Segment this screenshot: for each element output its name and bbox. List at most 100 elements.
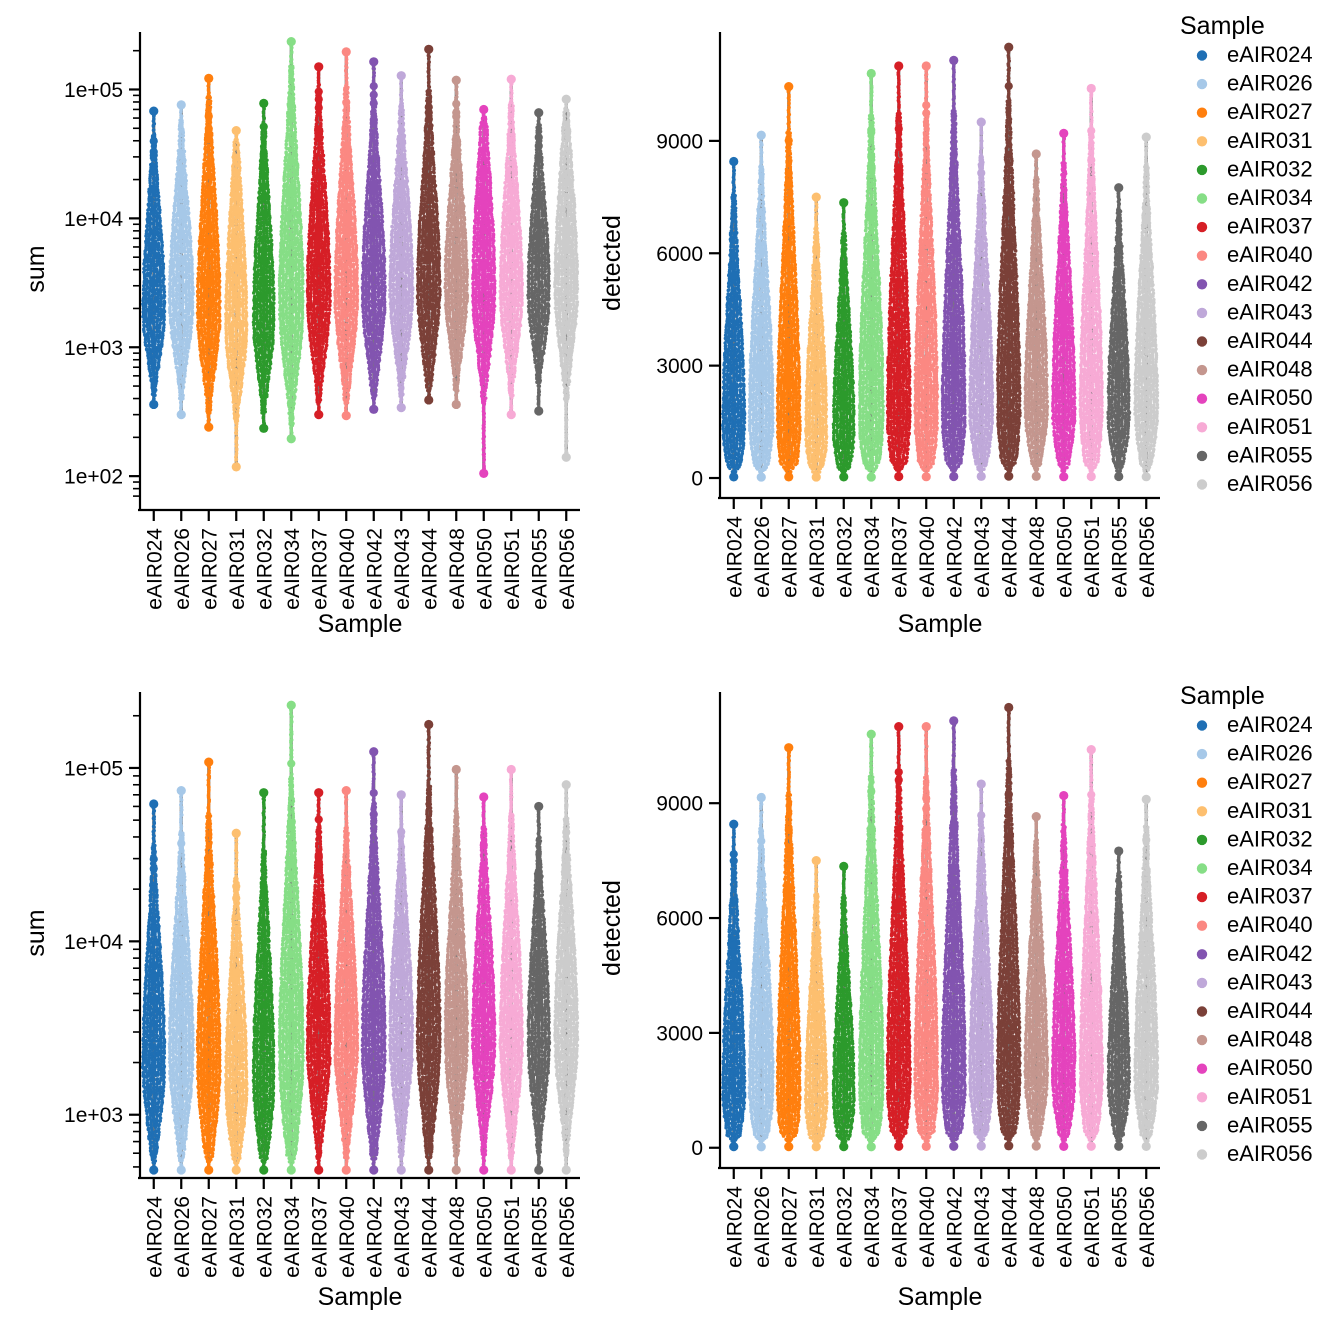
legend-item-eAIR050[interactable]: eAIR050	[1196, 385, 1313, 410]
outlier-points-eAIR056[interactable]	[561, 780, 571, 1175]
legend-item-eAIR032[interactable]: eAIR032	[1196, 826, 1313, 851]
violin-points-eAIR031[interactable]	[224, 129, 249, 468]
legend-item-eAIR024[interactable]: eAIR024	[1196, 712, 1313, 737]
legend-item-eAIR056[interactable]: eAIR056	[1196, 471, 1313, 496]
outlier-points-eAIR024[interactable]	[729, 819, 739, 1152]
outlier-points-eAIR050[interactable]	[1059, 790, 1069, 1152]
outlier-points-eAIR032[interactable]	[259, 788, 269, 1175]
violin-points-eAIR048[interactable]	[443, 767, 470, 1173]
violin-points-eAIR031[interactable]	[804, 194, 829, 480]
outlier-points-eAIR037[interactable]	[894, 722, 904, 1151]
outlier-points-eAIR042[interactable]	[369, 747, 379, 1175]
legend-item-eAIR055[interactable]: eAIR055	[1196, 442, 1313, 467]
violin-points-eAIR051[interactable]	[1078, 748, 1105, 1148]
violin-points-eAIR037[interactable]	[305, 64, 332, 416]
outlier-points-eAIR027[interactable]	[784, 81, 794, 482]
outlier-points-eAIR043[interactable]	[396, 71, 406, 413]
outlier-points-eAIR027[interactable]	[204, 73, 214, 432]
outlier-points-eAIR026[interactable]	[756, 130, 766, 482]
violin-points-eAIR050[interactable]	[470, 107, 497, 475]
outlier-points-eAIR031[interactable]	[811, 192, 821, 482]
legend-item-eAIR050[interactable]: eAIR050	[1196, 1055, 1313, 1080]
violin-points-eAIR034[interactable]	[277, 40, 305, 442]
outlier-points-eAIR056[interactable]	[561, 94, 571, 462]
outlier-points-eAIR044[interactable]	[424, 44, 434, 405]
outlier-points-eAIR056[interactable]	[1141, 132, 1151, 482]
outlier-points-eAIR034[interactable]	[286, 37, 296, 444]
legend-item-eAIR031[interactable]: eAIR031	[1196, 128, 1313, 153]
outlier-points-eAIR055[interactable]	[534, 108, 544, 416]
plot-detected-bottom[interactable]: 0 3000 6000 9000 eAIR024 eAIR026 eAIR027 eAIR03…	[580, 660, 1180, 1344]
legend-item-eAIR048[interactable]: eAIR048	[1196, 357, 1313, 382]
legend-item-eAIR024[interactable]: eAIR024	[1196, 42, 1313, 67]
violin-points-eAIR026[interactable]	[167, 788, 195, 1173]
outlier-points-eAIR032[interactable]	[839, 198, 849, 482]
outlier-points-eAIR043[interactable]	[976, 779, 986, 1151]
violin-points-eAIR031[interactable]	[803, 859, 829, 1150]
legend-item-eAIR027[interactable]: eAIR027	[1196, 99, 1313, 124]
legend-item-eAIR042[interactable]: eAIR042	[1196, 941, 1313, 966]
legend-item-eAIR032[interactable]: eAIR032	[1196, 156, 1313, 181]
violin-points-eAIR034[interactable]	[857, 733, 885, 1149]
violin-points-eAIR056[interactable]	[1133, 134, 1160, 480]
outlier-points-eAIR026[interactable]	[176, 100, 186, 420]
violin-points-eAIR056[interactable]	[553, 98, 580, 459]
legend-item-eAIR026[interactable]: eAIR026	[1196, 741, 1313, 766]
violin-points-eAIR051[interactable]	[1078, 86, 1104, 478]
outlier-points-eAIR034[interactable]	[286, 700, 296, 1175]
outlier-points-eAIR050[interactable]	[1059, 128, 1069, 482]
outlier-points-eAIR024[interactable]	[149, 106, 159, 410]
outlier-points-eAIR051[interactable]	[506, 74, 516, 420]
violin-points-eAIR042[interactable]	[940, 719, 967, 1148]
legend-item-eAIR034[interactable]: eAIR034	[1196, 185, 1313, 210]
legend-item-eAIR043[interactable]: eAIR043	[1196, 969, 1313, 994]
legend-item-eAIR040[interactable]: eAIR040	[1196, 912, 1313, 937]
legend-bottom-host[interactable]: Sample eAIR024 eAIR026 eAIR027 eAIR031 eAIR03…	[1172, 670, 1344, 1174]
violin-points-eAIR051[interactable]	[498, 77, 524, 417]
plot-sum-bottom[interactable]: 1e+03 1e+04 1e+05 eAIR024 eAIR026 eAIR027 eAIR…	[0, 660, 672, 1344]
legend-item-eAIR034[interactable]: eAIR034	[1196, 855, 1313, 880]
legend-item-eAIR037[interactable]: eAIR037	[1196, 214, 1313, 239]
violin-points-eAIR027[interactable]	[775, 746, 802, 1148]
legend-item-eAIR051[interactable]: eAIR051	[1196, 414, 1313, 439]
violin-points-eAIR048[interactable]	[1023, 815, 1050, 1149]
violin-points-eAIR044[interactable]	[415, 47, 442, 402]
outlier-points-eAIR032[interactable]	[259, 98, 269, 433]
violin-points-eAIR043[interactable]	[388, 793, 415, 1172]
violin-points-eAIR056[interactable]	[553, 782, 580, 1172]
legend-top-host[interactable]: Sample eAIR024 eAIR026 eAIR027 eAIR031 eAIR03…	[1172, 0, 1344, 504]
outlier-points-eAIR024[interactable]	[149, 799, 159, 1175]
outlier-points-eAIR042[interactable]	[369, 57, 379, 414]
violin-points-eAIR051[interactable]	[498, 768, 524, 1172]
outlier-points-eAIR037[interactable]	[314, 62, 324, 420]
outlier-points-eAIR055[interactable]	[534, 801, 544, 1175]
legend-item-eAIR044[interactable]: eAIR044	[1196, 998, 1313, 1023]
violin-points-eAIR050[interactable]	[1050, 132, 1077, 479]
outlier-points-eAIR055[interactable]	[1114, 183, 1124, 482]
violin-points-eAIR043[interactable]	[388, 73, 415, 409]
violin-points-eAIR048[interactable]	[443, 78, 470, 406]
outlier-points-eAIR027[interactable]	[784, 743, 794, 1152]
outlier-points-eAIR037[interactable]	[894, 61, 904, 482]
legend-item-eAIR026[interactable]: eAIR026	[1196, 71, 1313, 96]
violin-points-eAIR027[interactable]	[775, 85, 802, 478]
outlier-points-eAIR026[interactable]	[756, 792, 766, 1152]
outlier-points-eAIR026[interactable]	[176, 786, 186, 1175]
violin-points-eAIR032[interactable]	[251, 101, 276, 430]
legend-item-eAIR051[interactable]: eAIR051	[1196, 1084, 1313, 1109]
legend-item-eAIR043[interactable]: eAIR043	[1196, 299, 1313, 324]
outlier-points-eAIR048[interactable]	[451, 75, 461, 410]
violin-points-eAIR048[interactable]	[1023, 152, 1050, 478]
violin-points-eAIR042[interactable]	[360, 749, 387, 1173]
violin-points-eAIR050[interactable]	[1050, 794, 1077, 1148]
legend-item-eAIR056[interactable]: eAIR056	[1196, 1141, 1313, 1166]
legend-item-eAIR055[interactable]: eAIR055	[1196, 1112, 1313, 1137]
outlier-points-eAIR056[interactable]	[1141, 794, 1151, 1152]
legend-item-eAIR048[interactable]: eAIR048	[1196, 1027, 1313, 1052]
plot-detected-top[interactable]: 0 3000 6000 9000 eAIR024 eAIR026 eAIR027 eAIR03…	[580, 0, 1180, 672]
violin-points-eAIR037[interactable]	[885, 725, 912, 1149]
violin-points-eAIR043[interactable]	[968, 120, 995, 478]
outlier-points-eAIR032[interactable]	[839, 861, 849, 1152]
violin-points-eAIR026[interactable]	[747, 133, 775, 479]
outlier-points-eAIR042[interactable]	[949, 55, 959, 482]
